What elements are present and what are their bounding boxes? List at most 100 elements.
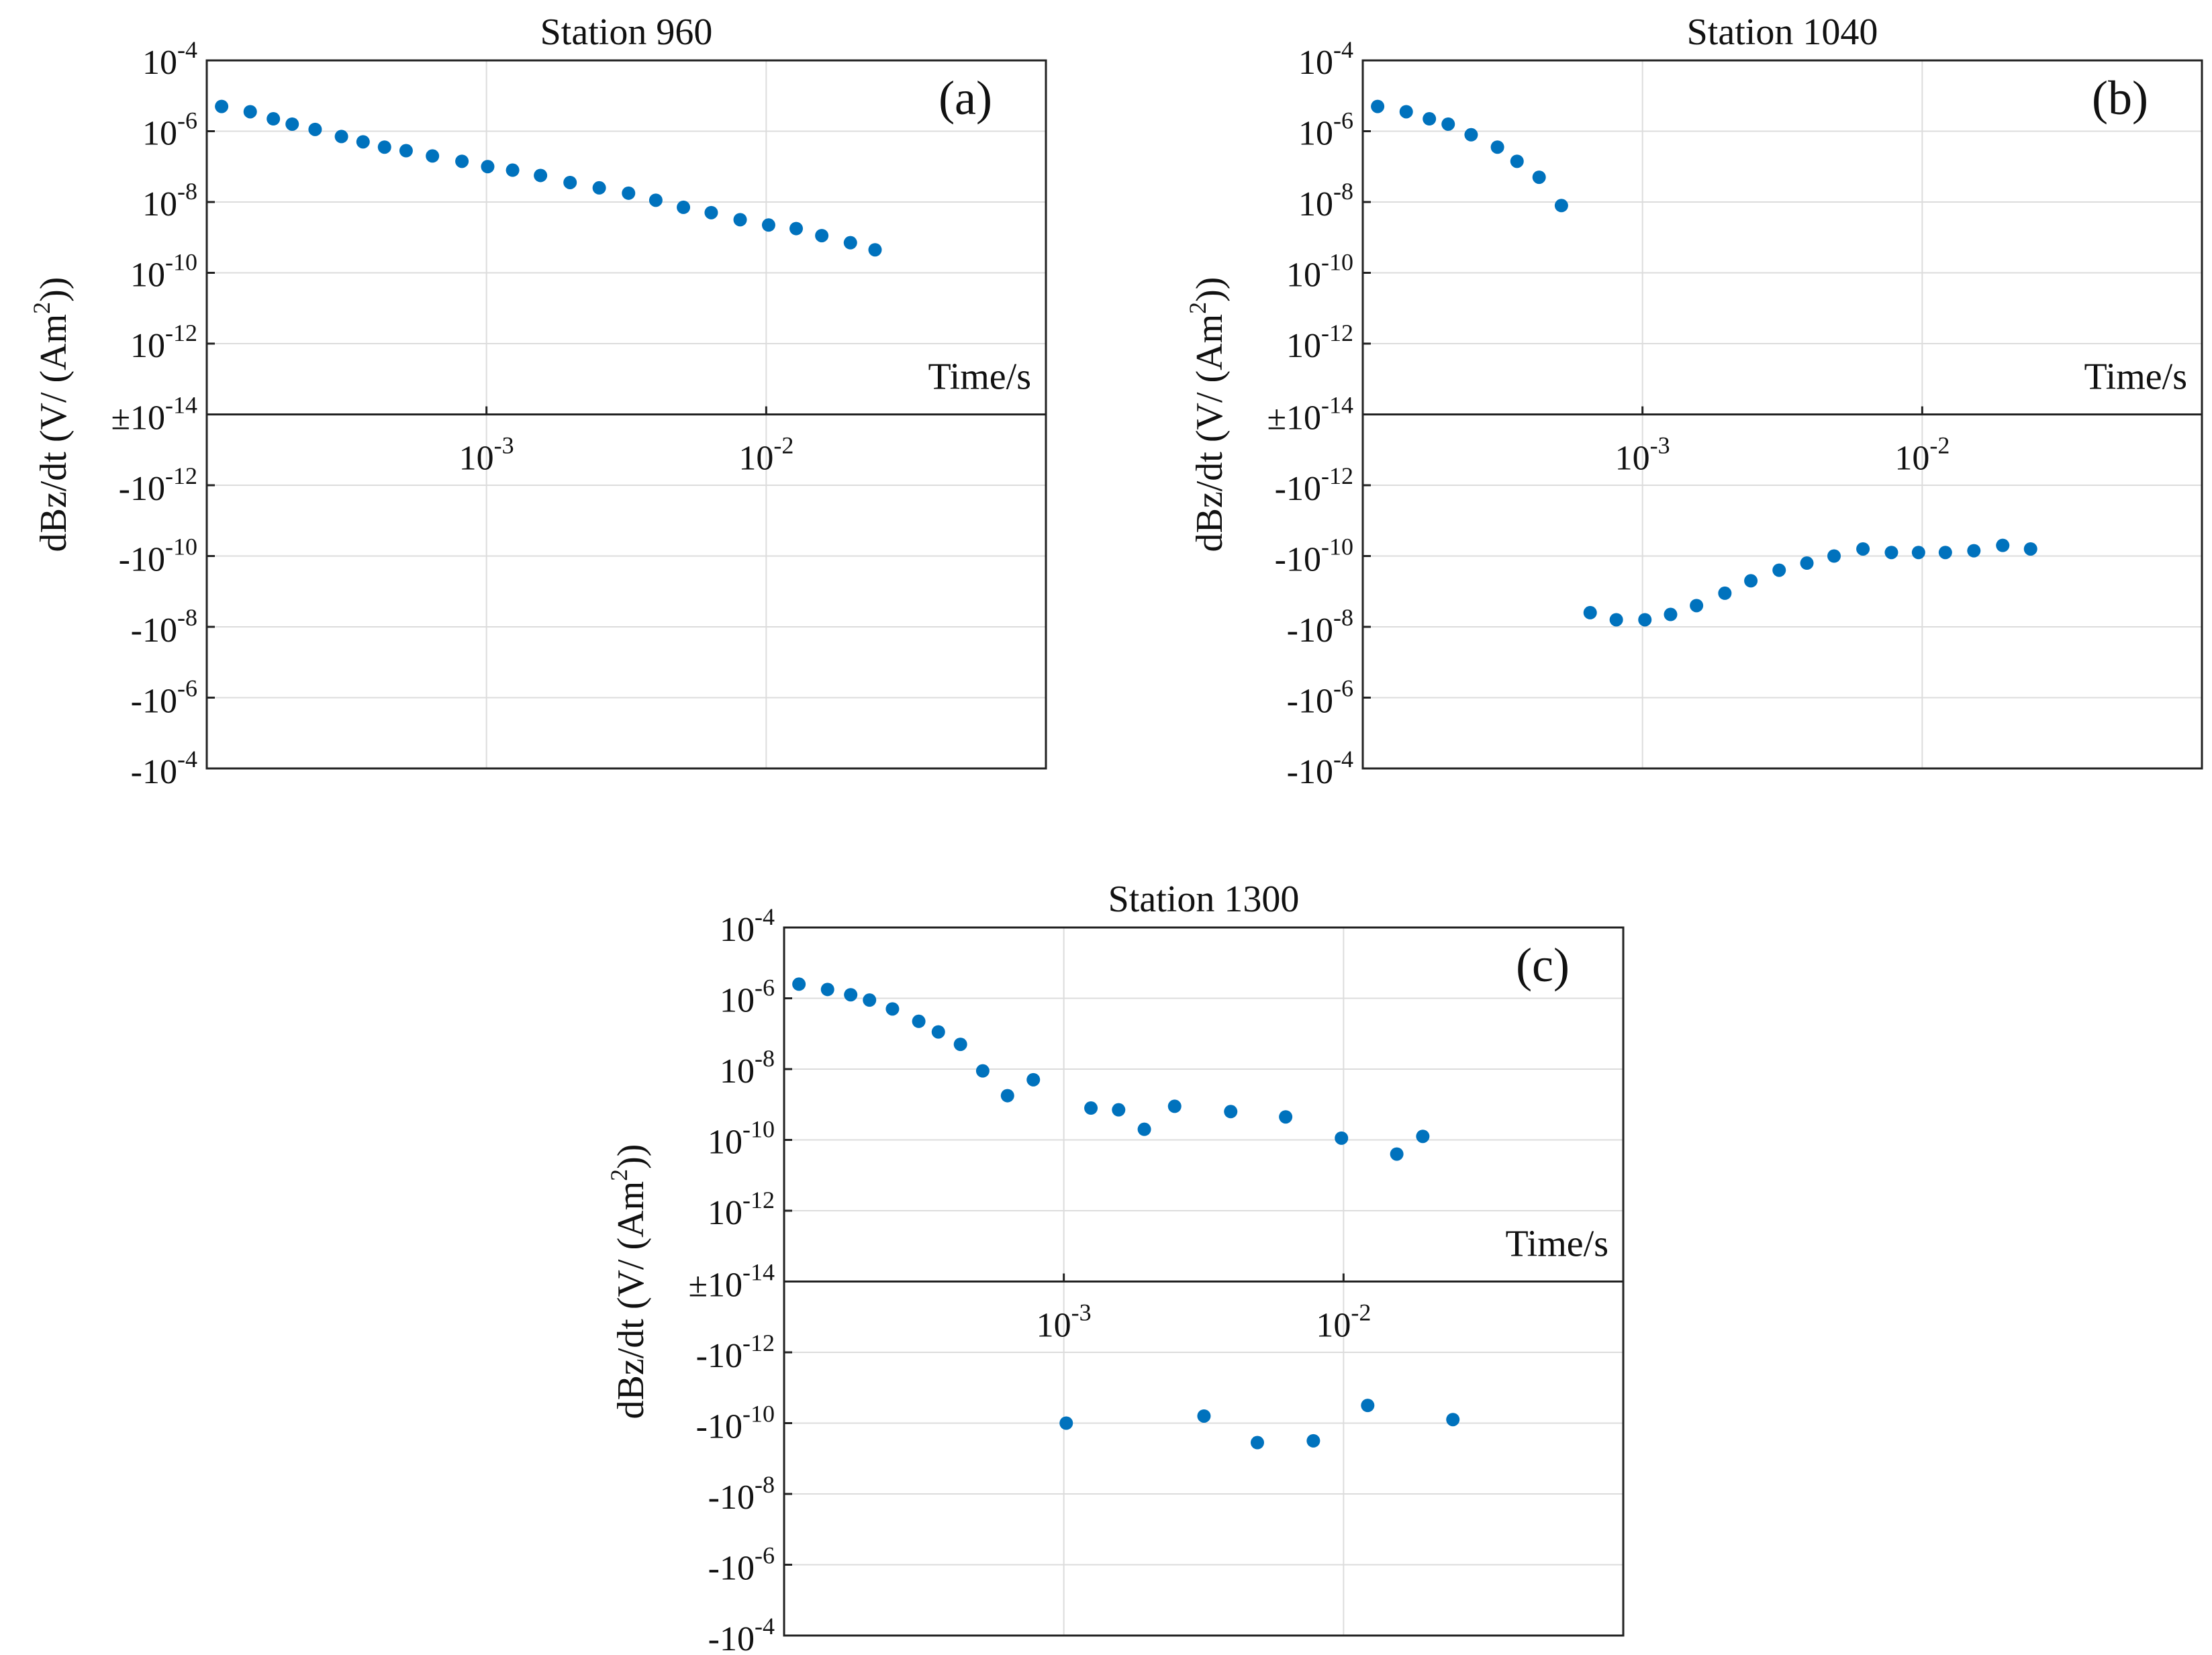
x-axis-label: Time/s — [1505, 1223, 1608, 1265]
data-point — [506, 163, 520, 177]
y-tick-label-base: 10 — [720, 911, 755, 949]
y-tick-label-base: -10 — [1275, 470, 1321, 508]
data-point — [733, 213, 747, 227]
y-tick-label-base: -10 — [131, 683, 177, 721]
y-tick-label-center: ±10-14 — [688, 1259, 775, 1305]
y-tick-label-exp: -4 — [1333, 36, 1353, 63]
y-tick-label-exp: -8 — [177, 604, 197, 631]
chart-panel-2: 10-410-610-810-1010-12±10-14-10-12-10-10… — [1184, 11, 2203, 791]
y-tick-label-exp: -6 — [1333, 107, 1353, 134]
data-point — [1390, 1147, 1404, 1161]
y-tick-label-base: 10 — [130, 256, 165, 295]
y-tick-label-exp: -12 — [1321, 462, 1353, 489]
chart-panel-3: 10-410-610-810-1010-12±10-14-10-12-10-10… — [606, 879, 1625, 1655]
data-point — [1510, 154, 1524, 168]
y-tick-label: -10-10 — [1275, 534, 1353, 579]
y-tick-label: 10-12 — [708, 1187, 775, 1232]
axes-frame — [783, 926, 1625, 1637]
y-tick-label-exp: -6 — [1333, 675, 1353, 702]
y-tick-label-exp: -4 — [755, 903, 775, 930]
y-tick-label-base: 10 — [1298, 185, 1333, 223]
y-tick-label-exp: -8 — [1333, 178, 1353, 205]
y-tick-label-exp: -8 — [1333, 604, 1353, 631]
y-tick-label-base: 10 — [1298, 44, 1333, 82]
data-point — [648, 193, 663, 207]
data-point — [1416, 1130, 1430, 1144]
data-point — [285, 117, 299, 131]
y-tick-label-base: -10 — [708, 1478, 755, 1517]
y-tick-label-base: -10 — [708, 1620, 755, 1655]
data-point — [843, 236, 857, 250]
y-tick-label-exp: -10 — [1321, 534, 1353, 560]
y-tick-label: 10-6 — [1298, 107, 1353, 153]
data-point — [243, 105, 257, 119]
axes-frame — [205, 59, 1047, 770]
data-point — [820, 983, 834, 997]
x-tick-label-exp: -3 — [1650, 432, 1670, 459]
data-point — [953, 1038, 967, 1052]
y-tick-label-base: 10 — [142, 44, 177, 82]
data-point — [267, 112, 281, 126]
data-point — [1112, 1103, 1126, 1117]
y-tick-label-base: -10 — [1287, 611, 1333, 650]
y-tick-label-base: 10 — [1298, 115, 1333, 153]
data-point — [1464, 128, 1478, 142]
y-tick-label: 10-10 — [708, 1116, 775, 1162]
y-tick-label: 10-6 — [142, 107, 197, 153]
chart-panel-1: 10-410-610-810-1010-12±10-14-10-12-10-10… — [28, 11, 1047, 791]
chart-title: Station 1300 — [1108, 879, 1300, 920]
y-tick-label-base: -10 — [131, 611, 177, 650]
data-point — [1967, 544, 1981, 558]
y-tick-label-exp: -4 — [177, 746, 197, 772]
y-tick-label-center-exp: -14 — [165, 392, 197, 419]
y-tick-label-exp: -6 — [755, 974, 775, 1001]
y-tick-label-exp: -10 — [742, 1116, 775, 1143]
y-tick-label-exp: -8 — [755, 1045, 775, 1072]
y-tick-label: -10-8 — [131, 604, 197, 650]
y-tick-label: -10-6 — [1287, 675, 1353, 721]
data-point — [931, 1025, 945, 1039]
y-tick-label: 10-4 — [1298, 36, 1353, 82]
data-point — [885, 1002, 900, 1016]
y-tick-label-base: 10 — [1286, 256, 1321, 295]
data-point — [1664, 607, 1678, 621]
data-point — [1911, 546, 1925, 560]
panel-label: (b) — [2092, 71, 2148, 125]
y-tick-label-center: ±10-14 — [111, 392, 197, 438]
x-tick-label-exp: -2 — [1351, 1299, 1371, 1326]
data-point — [1490, 140, 1504, 154]
y-tick-label-base: -10 — [1275, 541, 1321, 579]
y-tick-label-center-base: ±10 — [1267, 399, 1321, 438]
y-tick-label-exp: -10 — [165, 534, 197, 560]
y-tick-label-exp: -8 — [177, 178, 197, 205]
y-tick-label-base: -10 — [119, 541, 165, 579]
y-tick-label: 10-8 — [1298, 178, 1353, 223]
y-tick-label-base: 10 — [130, 327, 165, 365]
x-tick-label-base: 10 — [1894, 440, 1929, 478]
data-point — [2023, 542, 2037, 556]
x-tick-label-exp: -3 — [1071, 1299, 1092, 1326]
data-point — [1423, 112, 1437, 126]
grid — [207, 60, 1046, 768]
y-tick-label-center-base: ±10 — [688, 1266, 742, 1305]
y-tick-label: -10-4 — [708, 1613, 775, 1655]
y-tick-label: 10-10 — [130, 249, 197, 295]
y-tick-label: 10-4 — [142, 36, 197, 82]
y-tick-label: -10-12 — [696, 1330, 775, 1375]
data-point — [792, 977, 806, 991]
y-tick-label-base: 10 — [1286, 327, 1321, 365]
data-series — [792, 977, 1460, 1450]
data-point — [1084, 1101, 1098, 1115]
y-tick-label-exp: -6 — [177, 675, 197, 702]
data-point — [1279, 1110, 1293, 1124]
y-tick-label: -10-8 — [708, 1471, 775, 1517]
y-tick-label-base: -10 — [1287, 753, 1333, 791]
data-point — [1690, 599, 1704, 613]
data-point — [334, 130, 348, 144]
y-tick-label: 10-4 — [720, 903, 775, 949]
data-point — [455, 154, 469, 168]
y-tick-label-base: 10 — [142, 115, 177, 153]
y-tick-label: -10-4 — [131, 746, 197, 791]
y-tick-label: -10-6 — [131, 675, 197, 721]
